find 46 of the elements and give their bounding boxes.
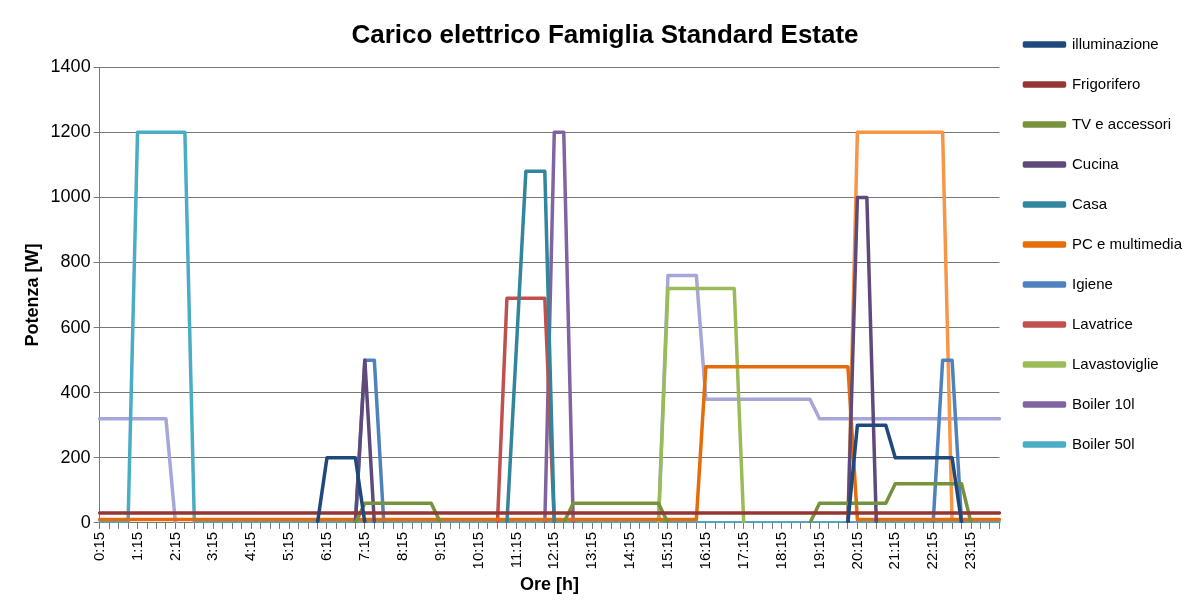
legend-label: Boiler 50l [1071,434,1135,452]
y-axis-title: Potenza [W] [21,243,42,347]
x-tick-label: 0:15 [89,531,107,562]
x-tick-label: 3:15 [203,531,221,562]
y-tick-label: 200 [60,446,91,467]
x-tick-label: 10:15 [468,531,486,570]
x-tick-label: 20:15 [847,531,865,570]
x-tick-label: 22:15 [923,531,941,570]
x-tick-label: 2:15 [165,531,183,562]
x-tick-label: 16:15 [695,531,713,570]
legend-label: Lavatrice [1071,314,1133,332]
y-tick-label: 0 [80,511,91,532]
x-tick-label: 15:15 [658,531,676,570]
y-tick-label: 1200 [50,121,91,142]
x-tick-label: 9:15 [430,531,448,562]
legend-label: Igiene [1071,274,1113,292]
legend-label: Frigorifero [1071,74,1141,92]
y-tick-label: 1000 [50,186,91,207]
legend-label: PC e multimedia [1071,234,1183,252]
legend-label: TV e accessori [1071,114,1172,132]
x-tick-label: 5:15 [279,531,297,562]
legend-label: illuminazione [1071,34,1159,52]
x-tick-label: 7:15 [354,531,372,562]
x-tick-label: 12:15 [544,531,562,570]
x-tick-label: 4:15 [241,531,259,562]
chart-title: Carico elettrico Famiglia Standard Estate [351,18,859,49]
x-tick-label: 19:15 [809,531,827,570]
x-axis-title: Ore [h] [520,574,580,595]
y-tick-label: 800 [60,251,91,272]
y-tick-label: 600 [60,316,91,337]
x-tick-label: 11:15 [506,531,524,569]
y-tick-label: 400 [60,381,91,402]
x-tick-label: 6:15 [317,531,335,562]
x-tick-label: 23:15 [961,531,979,570]
y-tick-label: 1400 [50,56,91,77]
x-tick-label: 18:15 [771,531,789,570]
x-tick-label: 8:15 [392,531,410,562]
x-tick-label: 21:15 [885,531,903,570]
legend-label: Cucina [1071,154,1120,172]
x-tick-label: 14:15 [620,531,638,570]
legend-label: Casa [1071,194,1108,212]
x-tick-label: 17:15 [733,531,751,570]
legend-label: Boiler 10l [1071,394,1135,412]
x-tick-label: 13:15 [582,531,600,570]
legend-label: Lavastoviglie [1071,354,1159,372]
x-tick-label: 1:15 [127,531,145,562]
